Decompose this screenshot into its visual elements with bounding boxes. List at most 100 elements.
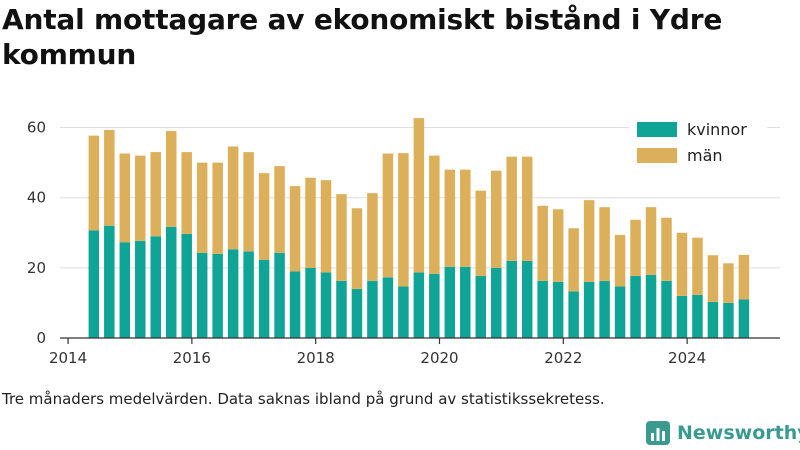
- bar-kvinnor: [367, 280, 378, 338]
- bar-man: [227, 146, 239, 250]
- bar-man: [583, 200, 595, 282]
- bar-man: [661, 217, 672, 281]
- bar-kvinnor: [568, 291, 579, 338]
- bar-kvinnor: [104, 225, 115, 338]
- x-tick-label: 2022: [544, 349, 582, 367]
- bar-man: [258, 173, 270, 260]
- bar-man: [196, 162, 208, 253]
- bar-kvinnor: [196, 252, 208, 338]
- bar-man: [444, 169, 456, 267]
- legend-swatch-kvinnor: [637, 122, 677, 137]
- bar-man: [382, 153, 394, 278]
- bar-kvinnor: [150, 236, 162, 338]
- x-tick-label: 2024: [668, 349, 706, 367]
- bar-man: [614, 234, 626, 287]
- bar-man: [692, 237, 703, 295]
- bar-man: [274, 166, 285, 253]
- bar-kvinnor: [630, 275, 641, 338]
- chart-title: Antal mottagare av ekonomiskt bistånd i …: [2, 3, 723, 71]
- bar-man: [336, 194, 347, 281]
- bar-kvinnor: [398, 286, 409, 338]
- bar-kvinnor: [88, 230, 100, 338]
- bar-kvinnor: [537, 280, 548, 338]
- bar-man: [165, 131, 177, 227]
- bar-man: [320, 180, 332, 273]
- bar-chart: 0 20 40 60 2014 2016 2018 2020 2022 2024 kvinnor mä…: [27, 116, 780, 367]
- x-tick-label: 2014: [49, 349, 87, 367]
- bar-man: [212, 162, 223, 254]
- bar-kvinnor: [382, 277, 394, 338]
- bar-kvinnor: [212, 253, 223, 338]
- bar-kvinnor: [645, 274, 657, 338]
- bar-kvinnor: [583, 281, 595, 338]
- legend-label: män: [687, 146, 723, 165]
- bar-kvinnor: [165, 226, 177, 338]
- bar-man: [738, 254, 750, 300]
- bar-kvinnor: [274, 252, 285, 338]
- y-tick-label: 60: [27, 119, 46, 137]
- bar-man: [599, 207, 610, 281]
- bar-man: [460, 169, 471, 267]
- bar-man: [429, 155, 440, 274]
- bar-man: [367, 193, 378, 281]
- bar-kvinnor: [707, 301, 719, 338]
- bar-kvinnor: [506, 260, 517, 338]
- bar-kvinnor: [135, 240, 146, 338]
- bar-kvinnor: [119, 242, 131, 338]
- bar-man: [491, 170, 502, 268]
- bar-kvinnor: [614, 286, 626, 338]
- y-tick-label: 0: [36, 329, 46, 347]
- x-tick-label: 2018: [297, 349, 335, 367]
- bar-kvinnor: [738, 299, 750, 338]
- footnote: Tre månaders medelvärden. Data saknas ib…: [2, 390, 605, 408]
- bar-man: [351, 208, 363, 289]
- bar-man: [475, 190, 487, 276]
- bar-kvinnor: [599, 280, 610, 338]
- bar-kvinnor: [336, 280, 347, 338]
- bar-man: [289, 186, 301, 272]
- bar-man: [150, 152, 162, 237]
- brand: Newsworthy: [645, 420, 800, 446]
- bar-kvinnor: [692, 294, 703, 338]
- legend-label: kvinnor: [687, 120, 747, 139]
- bar-kvinnor: [351, 288, 363, 338]
- bar-man: [630, 219, 641, 276]
- bar-man: [398, 153, 409, 287]
- bar-kvinnor: [413, 272, 425, 338]
- y-tick-label: 40: [27, 189, 46, 207]
- bar-kvinnor: [475, 275, 487, 338]
- bar-man: [552, 209, 564, 282]
- bar-man: [135, 155, 146, 241]
- bar-man: [676, 232, 688, 296]
- bar-kvinnor: [181, 233, 192, 338]
- bar-kvinnor: [305, 267, 316, 338]
- bar-man: [119, 153, 131, 243]
- bar-kvinnor: [552, 281, 564, 338]
- bar-man: [645, 207, 657, 275]
- bar-kvinnor: [320, 272, 332, 338]
- brand-name: Newsworthy: [677, 422, 800, 444]
- bar-man: [104, 129, 115, 226]
- bar-man: [521, 156, 533, 261]
- bar-kvinnor: [444, 266, 456, 338]
- bar-kvinnor: [429, 273, 440, 338]
- bar-man: [506, 156, 517, 261]
- bar-man: [305, 177, 316, 268]
- bar-kvinnor: [243, 251, 254, 338]
- bar-kvinnor: [491, 267, 502, 338]
- bar-kvinnor: [289, 271, 301, 338]
- bar-chart-logo-icon: [646, 421, 670, 445]
- bar-man: [568, 228, 579, 292]
- bar-kvinnor: [676, 295, 688, 338]
- bar-man: [537, 205, 548, 281]
- x-tick-label: 2020: [420, 349, 458, 367]
- bar-man: [243, 152, 254, 252]
- bar-man: [413, 118, 425, 273]
- bar-kvinnor: [460, 266, 471, 338]
- y-tick-label: 20: [27, 259, 46, 277]
- bar-man: [88, 135, 100, 231]
- bar-kvinnor: [723, 302, 734, 338]
- bar-man: [723, 263, 734, 303]
- bar-man: [707, 255, 719, 302]
- bar-kvinnor: [661, 280, 672, 338]
